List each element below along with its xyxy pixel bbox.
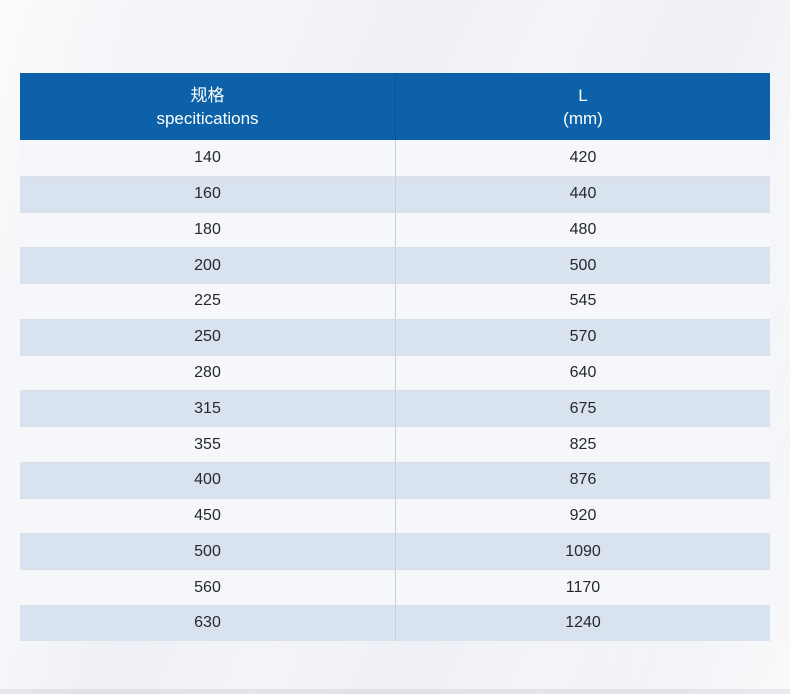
length-cell: 480 <box>395 212 770 248</box>
table-row: 200 500 <box>20 247 770 284</box>
col-header-specifications-en: specitications <box>156 108 259 128</box>
spec-table: 规格 specitications L (mm) 140 420 160 440… <box>20 73 770 641</box>
table-row: 180 480 <box>20 211 770 248</box>
spec-cell: 280 <box>194 363 221 381</box>
table-row: 250 570 <box>20 318 770 355</box>
table-row: 630 1240 <box>20 604 770 641</box>
length-cell: 640 <box>395 355 770 391</box>
length-cell: 825 <box>395 427 770 462</box>
table-row: 140 420 <box>20 140 770 176</box>
table-row: 500 1090 <box>20 533 770 570</box>
length-cell: 1090 <box>395 534 770 570</box>
spec-cell: 315 <box>194 399 221 417</box>
table-row: 225 545 <box>20 283 770 319</box>
length-cell: 440 <box>395 176 770 212</box>
spec-cell: 400 <box>194 471 221 489</box>
col-header-length-unit: (mm) <box>563 108 603 128</box>
length-cell: 876 <box>395 462 770 498</box>
col-header-length-symbol: L <box>578 85 588 105</box>
table-row: 315 675 <box>20 390 770 427</box>
table-row: 560 1170 <box>20 569 770 605</box>
length-cell: 500 <box>395 248 770 284</box>
length-cell: 545 <box>395 284 770 319</box>
table-row: 280 640 <box>20 354 770 391</box>
spec-cell: 180 <box>194 220 221 238</box>
table-header-row: 规格 specitications L (mm) <box>20 73 770 140</box>
col-header-specifications: 规格 specitications <box>20 73 395 140</box>
table-row: 355 825 <box>20 426 770 462</box>
spec-cell: 140 <box>194 148 221 166</box>
length-cell: 570 <box>395 319 770 355</box>
spec-cell: 160 <box>194 185 221 203</box>
spec-cell: 500 <box>194 542 221 560</box>
table-row: 400 876 <box>20 461 770 498</box>
spec-cell: 200 <box>194 256 221 274</box>
spec-cell: 225 <box>194 292 221 310</box>
spec-cell: 355 <box>194 435 221 453</box>
spec-cell: 560 <box>194 578 221 596</box>
table-row: 450 920 <box>20 497 770 534</box>
length-cell: 420 <box>395 140 770 176</box>
length-cell: 1170 <box>395 570 770 605</box>
table-row: 160 440 <box>20 175 770 212</box>
length-cell: 920 <box>395 498 770 534</box>
length-cell: 1240 <box>395 605 770 641</box>
spec-cell: 450 <box>194 507 221 525</box>
spec-cell: 630 <box>194 614 221 632</box>
table-body: 140 420 160 440 180 480 200 500 225 545 … <box>20 140 770 641</box>
col-header-specifications-zh: 规格 <box>190 85 225 105</box>
spec-cell: 250 <box>194 328 221 346</box>
length-cell: 675 <box>395 391 770 427</box>
col-header-length: L (mm) <box>395 73 770 140</box>
